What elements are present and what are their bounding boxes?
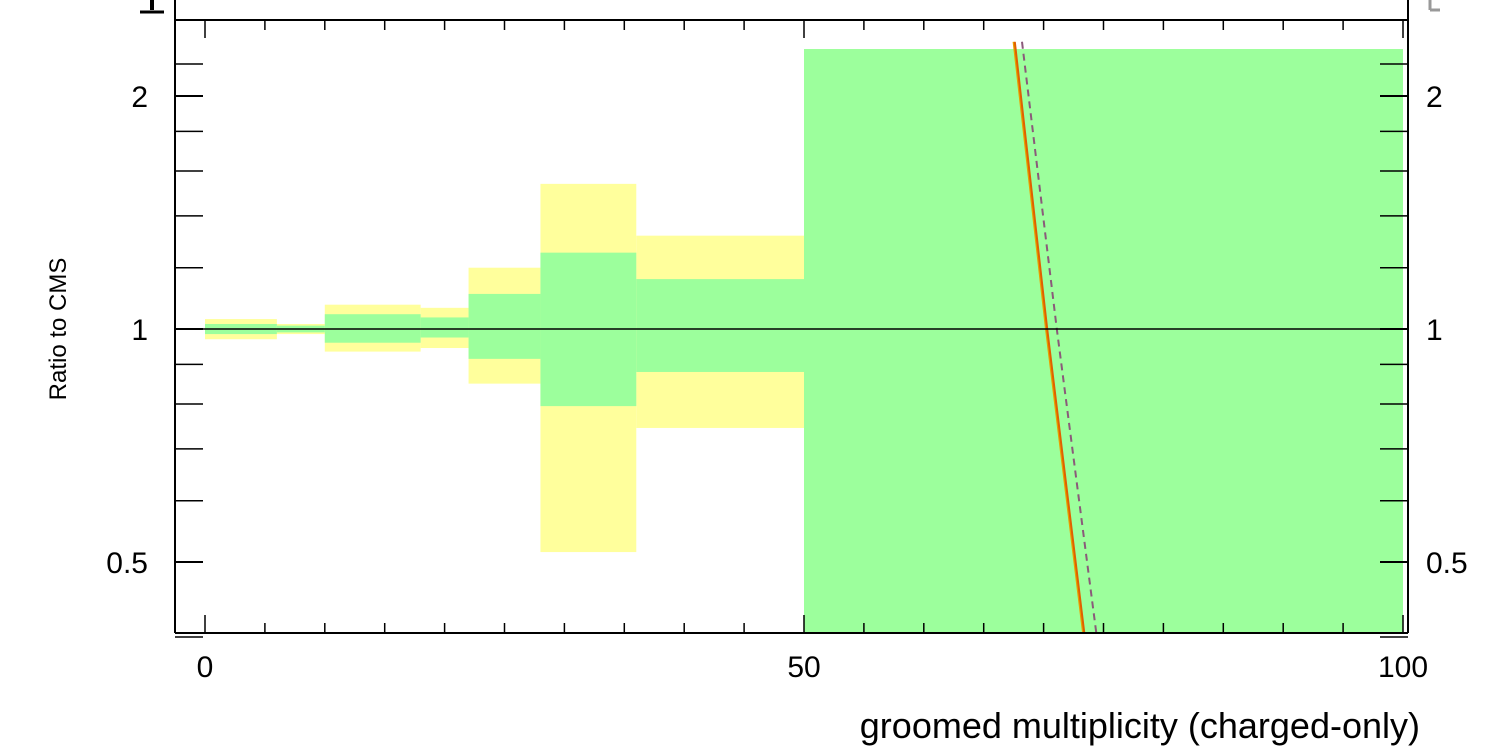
tick-labels: 0 50 100 0.5 0.5 1 1 2 2 <box>106 81 1467 684</box>
y-axis-label: Ratio to CMS <box>45 258 72 401</box>
stat-uncertainty-band-3 <box>420 317 469 338</box>
stat-uncertainty-band-7 <box>804 49 1403 634</box>
y-tick-label-left-2: 2 <box>131 81 148 114</box>
y-tick-label-right-2: 2 <box>1426 81 1443 114</box>
stat-uncertainty-band-6 <box>636 279 804 372</box>
y-tick-label-left-1: 1 <box>131 314 148 347</box>
x-tick-label-0: 0 <box>197 651 214 684</box>
stat-uncertainty-band-4 <box>468 293 541 359</box>
axes <box>140 0 1440 638</box>
x-tick-label-100: 100 <box>1378 651 1428 684</box>
y-tick-label-left-0.5: 0.5 <box>106 547 148 580</box>
x-axis-label: groomed multiplicity (charged-only) <box>860 705 1420 746</box>
x-tick-label-50: 50 <box>787 651 820 684</box>
y-tick-label-right-0.5: 0.5 <box>1426 547 1468 580</box>
uncertainty-bands <box>205 49 1403 634</box>
y-tick-label-right-1: 1 <box>1426 314 1443 347</box>
